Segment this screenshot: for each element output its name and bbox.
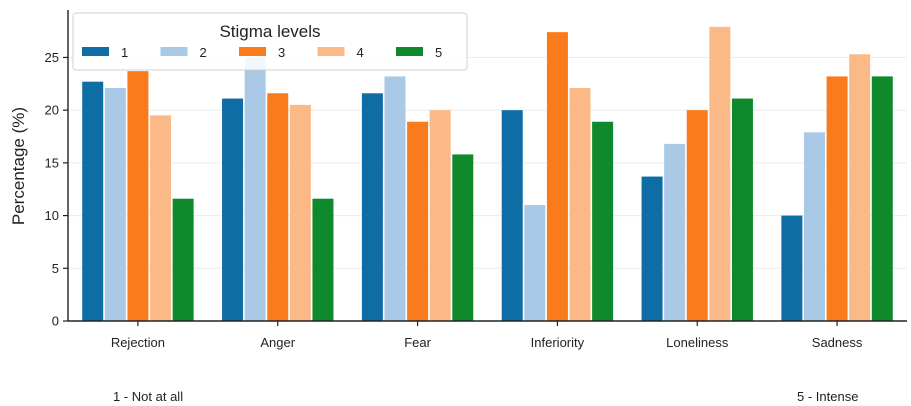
x-tick-label: Inferiority	[531, 335, 585, 350]
bar	[826, 76, 848, 321]
legend-label: 5	[435, 45, 442, 60]
legend-label: 2	[200, 45, 207, 60]
bar	[871, 76, 893, 321]
bar	[524, 205, 546, 321]
bar	[407, 121, 429, 322]
y-ticks: 0 5 10 15 20 25	[45, 50, 68, 329]
bar	[781, 215, 803, 321]
bar	[686, 110, 708, 321]
bar	[127, 71, 149, 322]
bar	[641, 176, 663, 321]
legend-swatch	[82, 47, 109, 56]
legend-swatch	[239, 47, 266, 56]
legend-label: 4	[357, 45, 364, 60]
bar	[546, 32, 568, 322]
grid-lines	[68, 56, 907, 269]
bar	[429, 110, 451, 321]
x-tick-label: Anger	[260, 335, 295, 350]
y-tick-label: 5	[52, 261, 59, 276]
legend-swatch	[396, 47, 423, 56]
legend-swatch	[160, 47, 188, 56]
bar	[452, 154, 474, 321]
x-ticks: Rejection Anger Fear Inferiority Loneliness S…	[111, 321, 863, 350]
y-tick-label: 15	[45, 155, 59, 170]
bar	[592, 121, 614, 322]
bar	[731, 98, 753, 321]
x-tick-label: Sadness	[812, 335, 863, 350]
bar	[312, 198, 334, 321]
bar	[803, 132, 825, 321]
x-tick-label: Loneliness	[666, 335, 729, 350]
x-tick-label: Rejection	[111, 335, 165, 350]
bar	[709, 26, 731, 321]
bar	[849, 54, 871, 322]
bar	[501, 110, 523, 321]
bar	[384, 76, 406, 321]
axes	[67, 10, 907, 322]
bar	[361, 93, 383, 321]
bar	[664, 143, 686, 321]
bar	[150, 115, 172, 321]
bar	[104, 88, 126, 322]
y-tick-label: 10	[45, 208, 59, 223]
legend: Stigma levels 1 2 3 4 5	[72, 12, 468, 71]
bar	[172, 198, 194, 321]
scale-note-left: 1 - Not at all	[113, 389, 184, 404]
bar	[244, 57, 266, 322]
y-tick-label: 25	[45, 50, 59, 65]
x-tick-label: Fear	[404, 335, 431, 350]
legend-label: 1	[121, 45, 128, 60]
bar	[82, 81, 104, 321]
y-tick-label: 20	[45, 103, 59, 118]
bar	[222, 98, 244, 321]
legend-swatch	[317, 47, 345, 56]
y-axis-label: Percentage (%)	[9, 107, 28, 225]
bars-layer	[82, 26, 893, 322]
bar	[267, 93, 289, 321]
bar	[569, 88, 591, 322]
legend-items: 1 2 3 4 5	[82, 45, 442, 60]
scale-note-right: 5 - Intense	[797, 389, 859, 404]
legend-title: Stigma levels	[219, 22, 320, 41]
bar	[289, 104, 311, 322]
y-tick-label: 0	[52, 314, 59, 329]
legend-label: 3	[278, 45, 285, 60]
